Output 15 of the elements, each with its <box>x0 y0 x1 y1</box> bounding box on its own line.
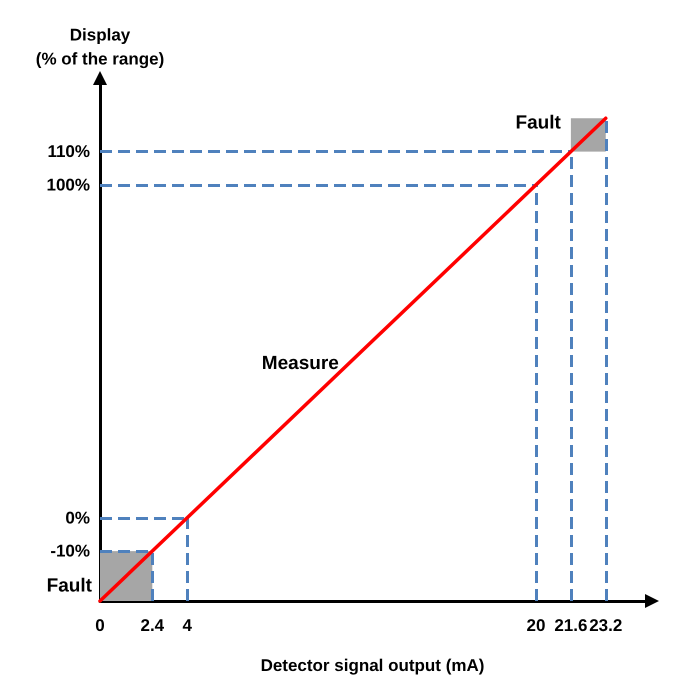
x-tick-label: 23.2 <box>589 616 622 635</box>
y-tick-label: 0% <box>65 508 90 528</box>
y-tick-label: -10% <box>50 542 90 561</box>
band-label: Fault <box>515 112 562 134</box>
x-tick-label: 21.6 <box>554 616 588 635</box>
y-tick-label: 110% <box>47 142 90 162</box>
y-tick-label: 100% <box>46 175 90 194</box>
x-tick-label: 2.4 <box>140 616 165 635</box>
series-label: Measure <box>262 352 339 374</box>
band-label: Fault <box>46 576 93 597</box>
x-tick-label: 20 <box>526 616 546 635</box>
y-axis-title: Display (% of the range) <box>36 26 164 68</box>
x-tick-label: 4 <box>182 616 192 635</box>
x-tick-label: 0 <box>95 616 105 635</box>
x-axis-title: Detector signal output (mA) <box>260 656 484 675</box>
